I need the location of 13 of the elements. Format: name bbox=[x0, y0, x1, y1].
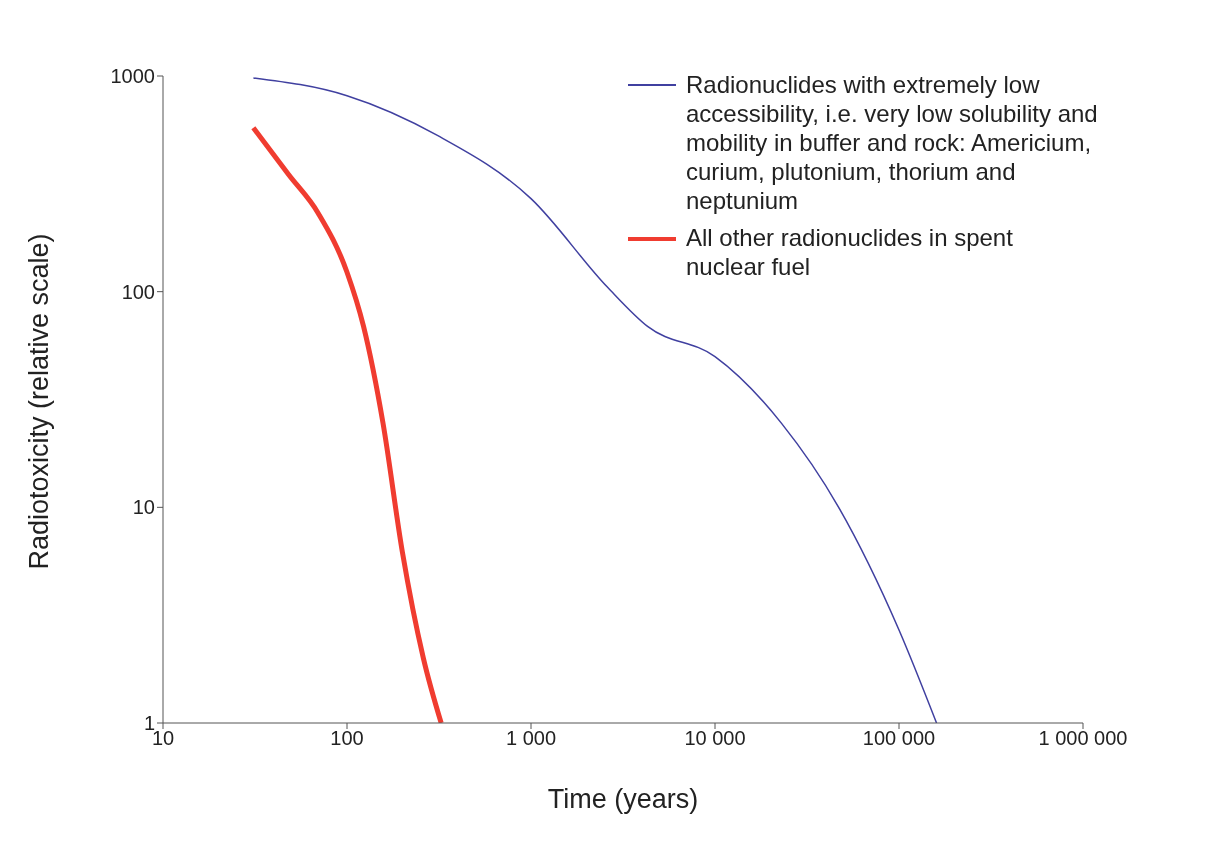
x-axis-title: Time (years) bbox=[547, 784, 699, 814]
y-tick-label: 10 bbox=[132, 496, 155, 519]
x-tick-label: 10 000 bbox=[684, 727, 746, 750]
y-tick-label: 100 bbox=[121, 280, 155, 303]
y-tick-label: 1000 bbox=[110, 65, 155, 88]
x-tick-label: 100 bbox=[330, 727, 364, 750]
x-tick-label: 1 000 000 bbox=[1038, 727, 1128, 750]
x-tick-label: 1 000 bbox=[505, 727, 557, 750]
legend-label: Radionuclides with extremely low accessibility, i.e. very low solubility and mobility in buffer and rock: Americium, curium, plutonium, thorium and neptunium bbox=[686, 70, 1098, 215]
x-tick-label: 100 000 bbox=[862, 727, 936, 750]
y-axis-title: Radiotoxicity (relative scale) bbox=[23, 233, 54, 570]
legend-label: All other radionuclides in spent nuclear fuel bbox=[686, 223, 1014, 281]
y-tick-label: 1 bbox=[143, 712, 155, 735]
